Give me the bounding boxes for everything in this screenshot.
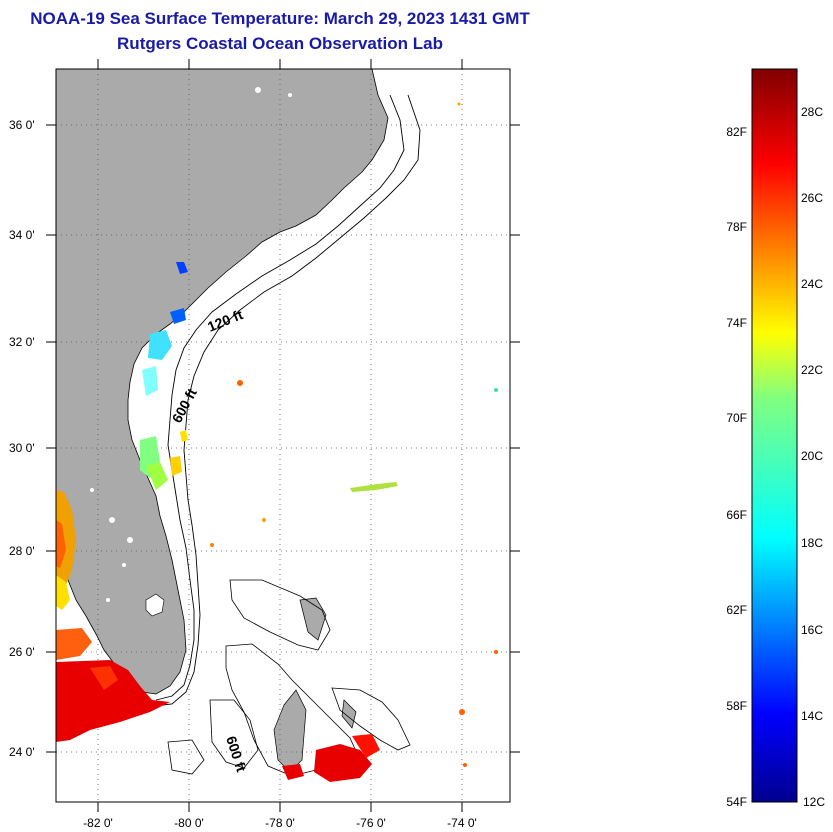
longitude-labels: -82 0' -80 0' -78 0' -76 0' -74 0' — [83, 816, 477, 830]
cb-f-82: 82F — [726, 125, 747, 139]
colorbar-c-labels: 28C 26C 24C 22C 20C 18C 16C 14C 12C — [801, 105, 825, 809]
colorbar: 82F 78F 74F 70F 66F 62F 58F 54F 28C 26C … — [726, 68, 825, 809]
cb-c-20: 20C — [801, 449, 823, 463]
cb-f-74: 74F — [726, 316, 747, 330]
lat-label-32: 32 0' — [9, 335, 35, 349]
cb-c-26: 26C — [801, 191, 823, 205]
lake-okeechobee — [145, 593, 165, 617]
inland-water — [90, 87, 292, 602]
cb-f-70: 70F — [726, 411, 747, 425]
lon-label-78: -78 0' — [265, 816, 295, 830]
cb-c-28: 28C — [801, 105, 823, 119]
map-area: 120 ft 600 ft 600 ft — [56, 69, 510, 802]
map-frame — [46, 59, 520, 812]
lat-label-24: 24 0' — [9, 745, 35, 759]
lon-label-82: -82 0' — [83, 816, 113, 830]
cb-c-22: 22C — [801, 363, 823, 377]
lon-label-80: -80 0' — [174, 816, 204, 830]
sst-data — [56, 102, 498, 782]
cb-f-54: 54F — [726, 795, 747, 809]
cb-f-78: 78F — [726, 220, 747, 234]
cb-c-24: 24C — [801, 277, 823, 291]
lat-label-26: 26 0' — [9, 645, 35, 659]
depth-contours — [153, 94, 421, 707]
lat-label-36: 36 0' — [9, 118, 35, 132]
colorbar-gradient — [751, 68, 798, 803]
latitude-labels: 36 0' 34 0' 32 0' 30 0' 28 0' 26 0' 24 0… — [9, 118, 35, 759]
map-subtitle: Rutgers Coastal Ocean Observation Lab — [117, 34, 443, 53]
map-title: NOAA-19 Sea Surface Temperature: March 2… — [30, 9, 530, 28]
cb-c-18: 18C — [801, 536, 823, 550]
lat-label-30: 30 0' — [9, 441, 35, 455]
lat-label-34: 34 0' — [9, 228, 35, 242]
cb-f-66: 66F — [726, 508, 747, 522]
lat-label-28: 28 0' — [9, 544, 35, 558]
cb-c-12: 12C — [803, 795, 825, 809]
cb-f-62: 62F — [726, 603, 747, 617]
lon-label-76: -76 0' — [356, 816, 386, 830]
axis-ticks — [46, 59, 520, 812]
cb-c-14: 14C — [801, 709, 823, 723]
lon-label-74: -74 0' — [447, 816, 477, 830]
cb-f-58: 58F — [726, 699, 747, 713]
colorbar-f-labels: 82F 78F 74F 70F 66F 62F 58F 54F — [726, 125, 747, 809]
cb-c-16: 16C — [801, 623, 823, 637]
